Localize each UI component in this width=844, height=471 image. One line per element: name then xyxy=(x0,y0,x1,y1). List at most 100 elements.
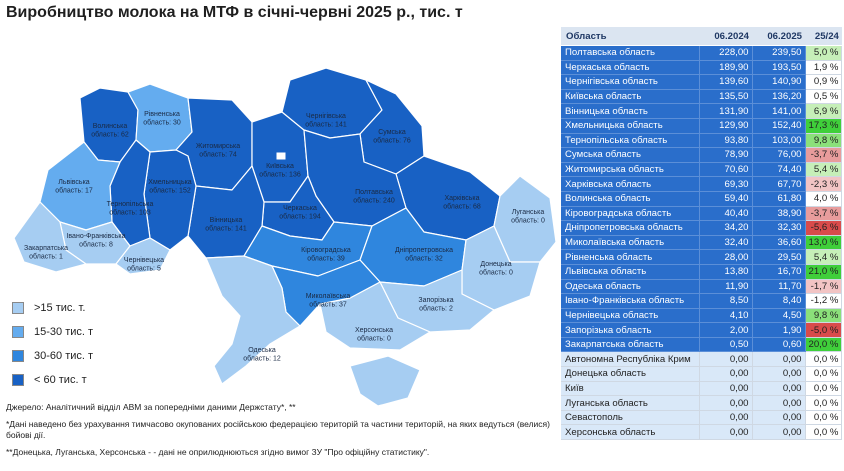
table-row: Донецька область 0,00 0,00 0,0 % xyxy=(561,366,843,382)
cell-change: 5,0 % xyxy=(805,45,843,61)
column-header-region: Область xyxy=(561,27,699,46)
legend-item-15-30: 15-30 тис. т xyxy=(12,322,93,342)
cell-2024: 69,30 xyxy=(699,176,753,192)
cell-change: 0,0 % xyxy=(805,381,843,397)
cell-change: -5,0 % xyxy=(805,322,843,338)
cell-2025: 0,00 xyxy=(752,366,806,382)
cell-2025: 61,80 xyxy=(752,191,806,207)
table-row: Автономна Республіка Крим 0,00 0,00 0,0 % xyxy=(561,351,843,368)
cell-2024: 28,00 xyxy=(699,249,753,265)
table-row: Львівська область 13,80 16,70 21,0 % xyxy=(561,264,843,280)
region-label-chernihivska: Чернігівська область: 141 xyxy=(305,112,347,129)
cell-region: Севастополь xyxy=(561,410,700,426)
region-label-donetska: Донецька область: 0 xyxy=(479,261,513,277)
cell-change: 9,8 % xyxy=(805,308,843,324)
cell-region: Миколаївська область xyxy=(561,235,700,251)
cell-region: Донецька область xyxy=(561,366,700,382)
cell-change: -3,7 % xyxy=(805,206,843,222)
source-note: Джерело: Аналітичний відділ АВМ за попер… xyxy=(6,402,296,412)
cell-region: Кіровоградська область xyxy=(561,206,700,222)
cell-change: 9,8 % xyxy=(805,133,843,149)
table-row: Запорізька область 2,00 1,90 -5,0 % xyxy=(561,322,843,338)
kyiv-city-marker xyxy=(275,151,287,161)
cell-region: Івано-Франківська область xyxy=(561,293,700,309)
cell-region: Вінницька область xyxy=(561,103,700,119)
cell-2024: 78,90 xyxy=(699,147,753,163)
cell-2025: 141,00 xyxy=(752,103,806,119)
cell-2024: 34,20 xyxy=(699,220,753,236)
legend-swatch xyxy=(12,374,24,386)
table-row: Миколаївська область 32,40 36,60 13,0 % xyxy=(561,235,843,251)
cell-change: 5,4 % xyxy=(805,249,843,265)
legend-label: 15-30 тис. т xyxy=(34,326,94,338)
cell-change: 0,0 % xyxy=(805,395,843,411)
cell-region: Львівська область xyxy=(561,264,700,280)
cell-2024: 131,90 xyxy=(699,103,753,119)
table-row: Київ 0,00 0,00 0,0 % xyxy=(561,381,843,397)
ukraine-regions-map: Волинська область: 62 Рівненська область: 3… xyxy=(13,67,557,406)
region-labels: Волинська область: 62 Рівненська область: 3… xyxy=(24,110,545,363)
region-label-zakarpatska: Закарпатська область: 1 xyxy=(24,245,68,261)
cell-region: Луганська область xyxy=(561,395,700,411)
region-khmelnytska xyxy=(143,149,197,251)
cell-2024: 0,00 xyxy=(699,395,753,411)
legend-label: < 60 тис. т xyxy=(34,374,87,386)
cell-region: Київ xyxy=(561,381,700,397)
region-label-kyivska: Київська область: 136 xyxy=(259,163,301,179)
cell-2024: 93,80 xyxy=(699,133,753,149)
legend-swatch xyxy=(12,326,24,338)
cell-change: 6,9 % xyxy=(805,103,843,119)
column-header-2025: 06.2025 xyxy=(752,27,805,46)
footnotes: Джерело: Аналітичний відділ АВМ за попер… xyxy=(6,402,558,458)
table-row: Полтавська область 228,00 239,50 5,0 % xyxy=(561,45,843,61)
cell-region: Закарпатська область xyxy=(561,337,700,353)
region-chernivetska xyxy=(115,237,171,275)
cell-change: 0,0 % xyxy=(805,351,843,368)
cell-2025: 0,60 xyxy=(752,337,806,353)
region-label-chernivetska: Чернівецька область: 5 xyxy=(124,256,164,273)
cell-2024: 129,90 xyxy=(699,118,753,134)
legend-item-gt60: < 60 тис. т xyxy=(12,370,87,390)
table-row: Рівненська область 28,00 29,50 5,4 % xyxy=(561,249,843,265)
cell-region: Запорізька область xyxy=(561,322,700,338)
cell-2024: 0,00 xyxy=(699,410,753,426)
cell-2025: 11,70 xyxy=(752,279,806,295)
cell-2025: 0,00 xyxy=(752,351,806,368)
cell-change: 0,0 % xyxy=(805,366,843,382)
table-row: Чернігівська область 139,60 140,90 0,9 % xyxy=(561,74,843,90)
cell-2025: 8,40 xyxy=(752,293,806,309)
cell-region: Рівненська область xyxy=(561,249,700,265)
table-row: Одеська область 11,90 11,70 -1,7 % xyxy=(561,279,843,295)
region-label-ivanofrankivska: Івано-Франківська область: 8 xyxy=(66,232,125,249)
table-row: Дніпропетровська область 34,20 32,30 -5,6 % xyxy=(561,220,843,236)
table-row: Чернівецька область 4,10 4,50 9,8 % xyxy=(561,308,843,324)
legend-swatch xyxy=(12,350,24,362)
cell-2025: 38,90 xyxy=(752,206,806,222)
cell-2024: 135,50 xyxy=(699,89,753,105)
cell-2024: 0,00 xyxy=(699,381,753,397)
region-label-lvivska: Львівська область: 17 xyxy=(55,178,93,195)
cell-region: Дніпропетровська область xyxy=(561,220,700,236)
cell-change: 1,9 % xyxy=(805,60,843,76)
cell-change: -2,3 % xyxy=(805,176,843,192)
region-label-sumska: Сумська область: 76 xyxy=(373,129,411,145)
cell-2024: 40,40 xyxy=(699,206,753,222)
cell-change: 0,0 % xyxy=(805,410,843,426)
table-row: Кіровоградська область 40,40 38,90 -3,7 % xyxy=(561,206,843,222)
cell-change: 17,3 % xyxy=(805,118,843,134)
region-label-mykolaivska: Миколаївська область: 37 xyxy=(306,293,351,309)
cell-2025: 36,60 xyxy=(752,235,806,251)
table-row: Харківська область 69,30 67,70 -2,3 % xyxy=(561,176,843,192)
region-label-zhytomyrska: Житомирська область: 74 xyxy=(196,143,240,159)
cell-region: Хмельницька область xyxy=(561,118,700,134)
cell-2024: 70,60 xyxy=(699,162,753,178)
cell-2024: 32,40 xyxy=(699,235,753,251)
table-row: Черкаська область 189,90 193,50 1,9 % xyxy=(561,60,843,76)
region-label-volynska: Волинська область: 62 xyxy=(91,123,129,139)
cell-2024: 0,50 xyxy=(699,337,753,353)
cell-region: Сумська область xyxy=(561,147,700,163)
cell-2025: 67,70 xyxy=(752,176,806,192)
table-body: Полтавська область 228,00 239,50 5,0 % Черка… xyxy=(561,45,843,441)
cell-region: Одеська область xyxy=(561,279,700,295)
table-row: Сумська область 78,90 76,00 -3,7 % xyxy=(561,147,843,163)
